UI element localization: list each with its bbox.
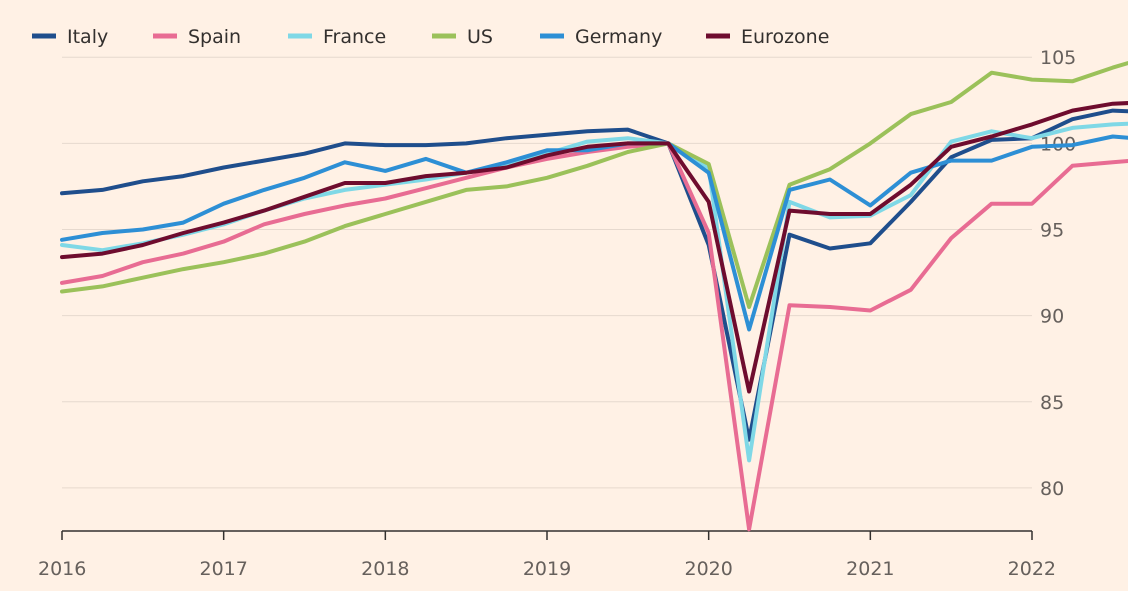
legend-item-france[interactable]: France: [288, 26, 386, 48]
y-tick-label: 95: [1040, 220, 1064, 242]
x-tick-label: 2021: [846, 558, 894, 580]
legend-item-us[interactable]: US: [432, 26, 493, 48]
x-tick-label: 2022: [1008, 558, 1056, 580]
legend-label: Italy: [67, 26, 108, 48]
x-tick-label: 2020: [684, 558, 732, 580]
series-line-us: [60, 60, 1128, 309]
y-tick-label: 105: [1040, 47, 1076, 69]
series-group: [60, 60, 1128, 532]
x-tick-label: 2019: [523, 558, 571, 580]
grid: [62, 56, 1032, 489]
legend-item-eurozone[interactable]: Eurozone: [706, 26, 829, 48]
x-tick-label: 2017: [199, 558, 247, 580]
y-tick-label: 90: [1040, 306, 1064, 328]
series-line-france: [60, 121, 1128, 463]
legend[interactable]: Italy Spain France US Germany Eurozone: [32, 26, 829, 48]
x-tick-label: 2018: [361, 558, 409, 580]
series-line-germany: [60, 134, 1128, 332]
series-line-italy: [60, 108, 1128, 442]
legend-item-italy[interactable]: Italy: [32, 26, 108, 48]
x-tick-label: 2016: [38, 558, 86, 580]
legend-label: Germany: [575, 26, 662, 48]
legend-label: Eurozone: [741, 26, 829, 48]
legend-label: France: [323, 26, 386, 48]
legend-item-germany[interactable]: Germany: [540, 26, 662, 48]
series-line-eurozone: [60, 101, 1128, 394]
y-tick-label: 80: [1040, 478, 1064, 500]
legend-label: Spain: [188, 26, 241, 48]
y-tick-label: 85: [1040, 392, 1064, 414]
legend-item-spain[interactable]: Spain: [153, 26, 241, 48]
legend-label: US: [467, 26, 493, 48]
series-line-spain: [60, 141, 1128, 532]
